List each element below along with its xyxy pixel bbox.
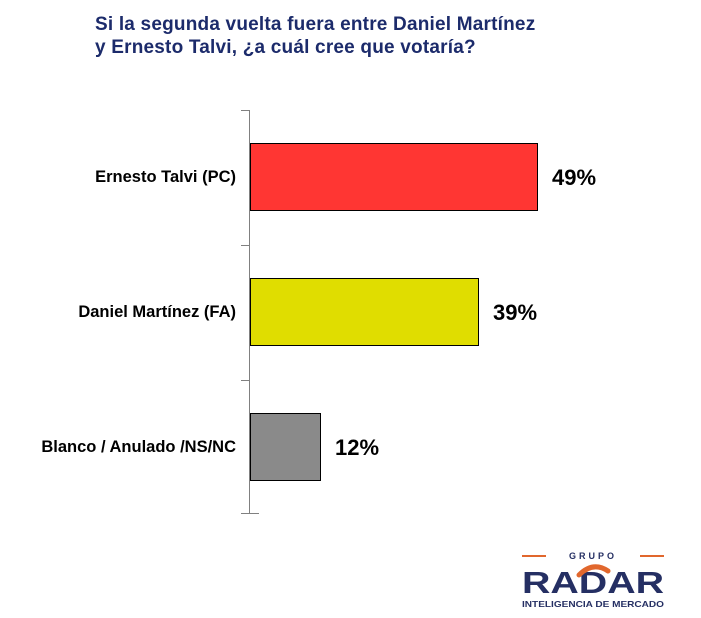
bar-row: Ernesto Talvi (PC) 49% [0,110,701,245]
category-axis-line [249,110,250,514]
bar-row: Blanco / Anulado /NS/NC 12% [0,380,701,515]
chart-title-line2: y Ernesto Talvi, ¿a cuál cree que votarí… [95,37,476,58]
category-label-blanco-anulado: Blanco / Anulado /NS/NC [41,438,236,456]
value-label-blanco-anulado: 12% [335,434,380,460]
logo-radar-wordmark: RADAR [522,564,664,598]
axis-tick [241,245,250,246]
axis-tick [241,110,250,111]
logo-radar-text: RADAR [522,565,664,598]
bar-daniel-martinez [250,278,479,346]
category-label-daniel-martinez: Daniel Martínez (FA) [78,303,236,321]
bar-ernesto-talvi [250,143,538,211]
logo-grupo-text: GRUPO [568,551,617,561]
value-label-daniel-martinez: 39% [493,299,538,325]
bar-row: Daniel Martínez (FA) 39% [0,245,701,380]
bar-blanco-anulado [250,413,321,481]
value-label-ernesto-talvi: 49% [552,164,597,190]
logo-tagline-wrap: INTELIGENCIA DE MERCADO [522,599,664,609]
logo-left-dash [522,555,546,557]
grupo-radar-logo: GRUPO RADAR INTELIGENCIA DE MERCADO [520,551,666,610]
axis-tick [241,380,250,381]
axis-tick [241,513,259,514]
chart-title: Si la segunda vuelta fuera entre Daniel … [95,13,535,59]
logo-tagline-text: INTELIGENCIA DE MERCADO [522,599,664,609]
category-label-ernesto-talvi: Ernesto Talvi (PC) [95,168,236,186]
chart-title-line1: Si la segunda vuelta fuera entre Daniel … [95,14,536,35]
logo-right-dash [639,555,664,557]
radar-arc-icon [576,564,611,578]
logo-grupo-row: GRUPO [522,551,664,561]
